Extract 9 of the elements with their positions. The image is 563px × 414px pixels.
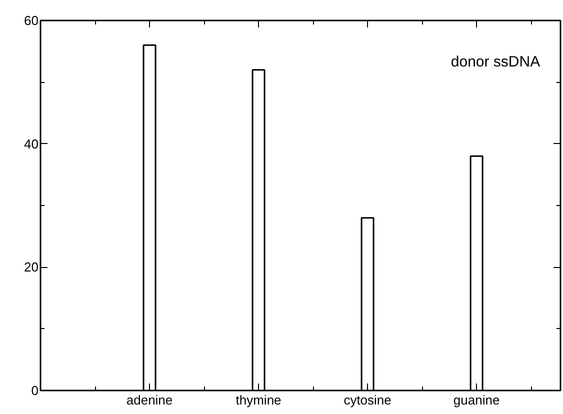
x-tick-label: adenine [126,392,173,408]
x-tick-label: guanine [453,392,500,408]
x-tick-label: thymine [236,392,282,408]
x-tick-label: cytosine [344,392,392,408]
y-tick-label: 20 [24,260,39,275]
y-tick-label: 0 [31,383,39,398]
y-tick-label: 60 [24,13,39,28]
y-tick-label: 40 [24,136,39,152]
annotation: donor ssDNA [450,54,540,70]
